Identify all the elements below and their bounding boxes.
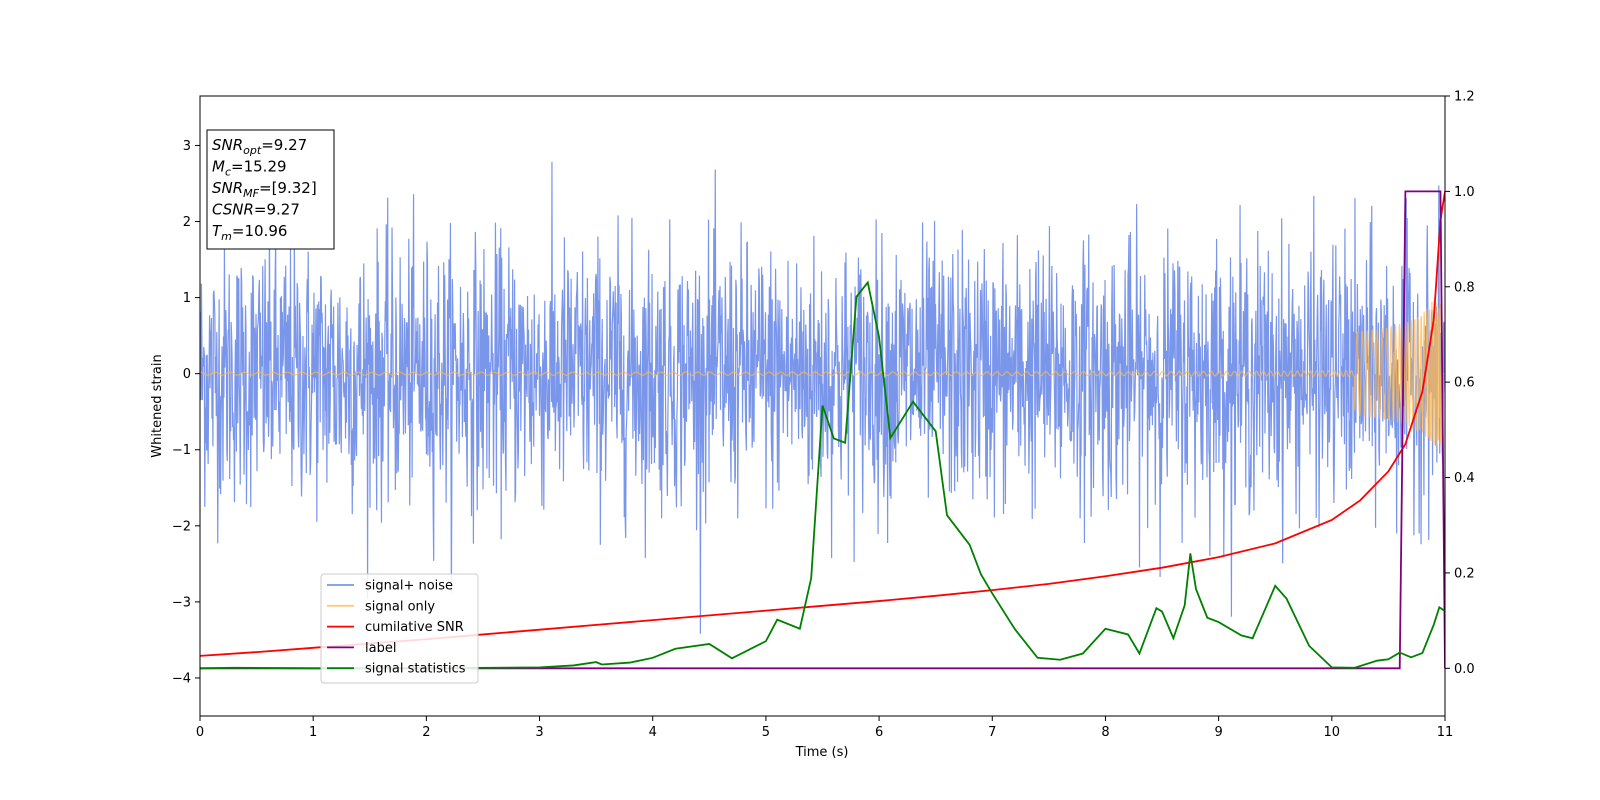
y-tick-label: −1 [172,443,191,458]
y-tick-label: −4 [172,671,191,686]
series-line-signal-noise [200,161,1445,634]
y-tick-label: −2 [172,519,191,534]
series-line-label [200,190,1445,670]
y-tick-label: −3 [172,595,191,610]
info-box-frame [206,129,335,250]
series-line-signal-statistics [200,280,1445,670]
x-tick-label: 5 [762,725,770,740]
plot-frame [199,95,1446,717]
x-tick-label: 6 [875,725,883,740]
legend-label-signal-statistics: signal statistics [365,662,466,677]
x-tick-label: 9 [1214,725,1222,740]
x-tick-label: 8 [1101,725,1109,740]
legend: signal+ noise signal only cumilative SNR la… [320,573,479,684]
y-right-tick-label: 1.0 [1454,185,1475,200]
info-line: SNRopt=9.27 [212,136,307,157]
x-axis: 0 1 2 3 4 5 6 7 8 9 10 11 [196,716,1453,740]
y-right-tick-label: 0.2 [1454,566,1475,581]
y-tick-label: 1 [183,291,191,306]
y-tick-label: 2 [183,215,191,230]
y-right-tick-label: 0.8 [1454,280,1475,295]
legend-label-cumilative-snr: cumilative SNR [365,620,464,635]
y-axis-left: −4 −3 −2 −1 0 1 2 3 [172,139,200,686]
x-tick-label: 1 [309,725,317,740]
legend-frame [320,573,479,684]
y-right-tick-label: 1.2 [1454,90,1475,105]
info-line: SNRMF=[9.32] [212,179,317,200]
y-tick-label: 3 [183,139,191,154]
x-tick-label: 0 [196,725,204,740]
legend-label-signal-noise: signal+ noise [365,579,453,594]
x-tick-label: 10 [1324,725,1341,740]
y-right-tick-label: 0.6 [1454,376,1475,391]
x-tick-label: 4 [649,725,657,740]
x-tick-label: 11 [1437,725,1454,740]
y-axis-label: Whitened strain [150,354,165,457]
info-line: CSNR=9.27 [212,201,300,219]
x-axis-label: Time (s) [795,745,849,760]
legend-label-label: label [365,641,396,656]
y-right-tick-label: 0.4 [1454,471,1475,486]
legend-label-signal-only: signal only [365,599,435,614]
y-right-tick-label: 0.0 [1454,662,1475,677]
info-line: Mc=15.29 [212,158,287,179]
y-tick-label: 0 [183,367,191,382]
y-axis-right: 0.0 0.2 0.4 0.6 0.8 1.0 1.2 [1445,90,1475,677]
info-line: Tm=10.96 [212,222,287,243]
x-tick-label: 7 [988,725,996,740]
x-tick-label: 3 [535,725,543,740]
info-annotation-box: SNRopt=9.27Mc=15.29SNRMF=[9.32]CSNR=9.27… [206,129,335,250]
series-line-signal-only [200,301,1445,446]
x-tick-label: 2 [422,725,430,740]
